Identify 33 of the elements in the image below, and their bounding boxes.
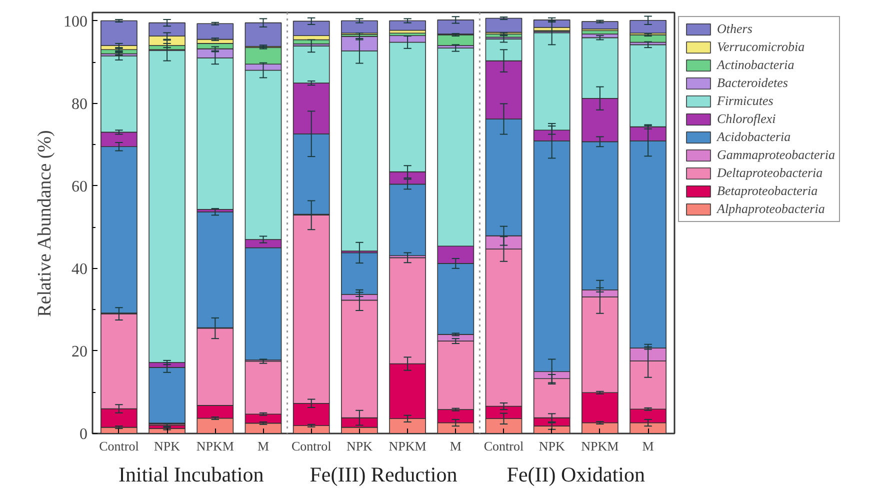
- text: Fe(III) Reduction: [310, 462, 458, 486]
- x-tick-label: Control: [484, 438, 524, 454]
- legend-label: Deltaproteobacteria: [717, 165, 823, 181]
- legend-label: Chloroflexi: [717, 111, 776, 127]
- x-tick-label: M: [642, 438, 654, 454]
- legend-label: Gammaproteobacteria: [717, 147, 835, 163]
- y-tick-label: 0: [80, 426, 88, 443]
- legend-label: Actinobacteria: [717, 57, 794, 73]
- text: Initial Incubation: [118, 462, 264, 486]
- x-tick-label: M: [450, 438, 462, 454]
- y-tick-label: 40: [72, 260, 88, 278]
- legend-label: Bacteroidetes: [717, 75, 788, 91]
- legend-label: Alphaproteobacteria: [717, 201, 825, 217]
- x-tick-label: Control: [99, 438, 140, 454]
- legend-label: Firmicutes: [717, 93, 774, 109]
- x-tick-label: M: [257, 438, 270, 454]
- x-tick-label: NPKM: [388, 438, 427, 454]
- y-tick-label: 100: [64, 13, 88, 30]
- y-tick-label: 60: [72, 178, 88, 196]
- x-tick-label: NPKM: [196, 438, 234, 454]
- x-tick-label: NPK: [538, 438, 566, 454]
- x-tick-label: Control: [291, 438, 332, 454]
- y-tick-label: 80: [72, 96, 88, 113]
- x-tick-label: NPK: [154, 438, 181, 454]
- text: Fe(II) Oxidation: [506, 462, 646, 486]
- x-tick-label: NPK: [346, 438, 374, 454]
- legend-label: Verrucomicrobia: [717, 39, 805, 55]
- legend-label: Acidobacteria: [717, 129, 791, 145]
- y-axis-title: Relative Abundance (%): [34, 130, 56, 317]
- legend-label: Others: [717, 21, 752, 37]
- y-tick-label: 20: [72, 343, 88, 360]
- x-tick-label: NPKM: [581, 438, 620, 454]
- legend-label: Betaproteobacteria: [717, 183, 818, 199]
